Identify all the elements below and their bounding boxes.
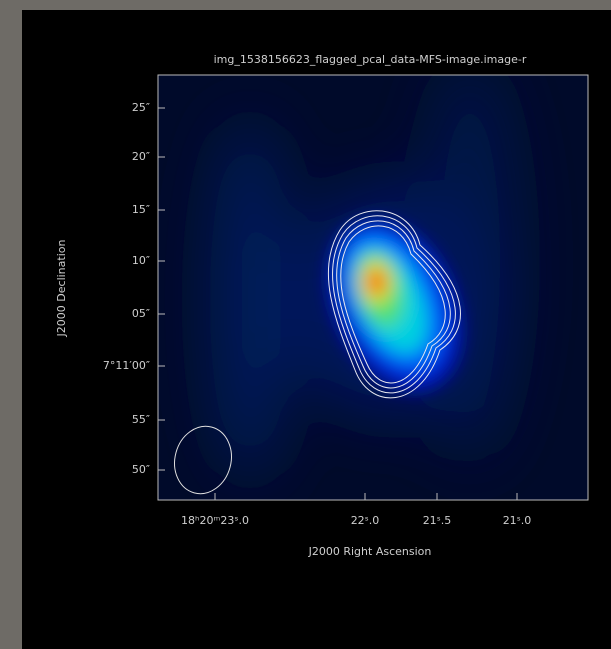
sky-image <box>158 60 588 500</box>
y-tick-label: 50″ <box>132 463 150 476</box>
y-tick-label: 10″ <box>132 254 150 267</box>
title: img_1538156623_flagged_pcal_data-MFS-ima… <box>214 53 527 66</box>
x-tick-label: 21ˢ.5 <box>423 514 452 527</box>
y-axis-label: J2000 Declination <box>55 240 68 338</box>
y-tick-label: 25″ <box>132 101 150 114</box>
y-tick-label: 20″ <box>132 150 150 163</box>
page: {"plot":{"title":"img_1538156623_flagged… <box>0 0 611 649</box>
x-tick-label: 18ʰ20ᵐ23ˢ.0 <box>181 514 249 527</box>
y-tick-label: 7°11′00″ <box>103 359 150 372</box>
y-tick-label: 55″ <box>132 413 150 426</box>
y-tick-label: 05″ <box>132 307 150 320</box>
x-tick-label: 22ˢ.0 <box>351 514 380 527</box>
x-axis-label: J2000 Right Ascension <box>308 545 432 558</box>
x-tick-label: 21ˢ.0 <box>503 514 532 527</box>
y-tick-label: 15″ <box>132 203 150 216</box>
plot: img_1538156623_flagged_pcal_data-MFS-ima… <box>0 0 611 649</box>
